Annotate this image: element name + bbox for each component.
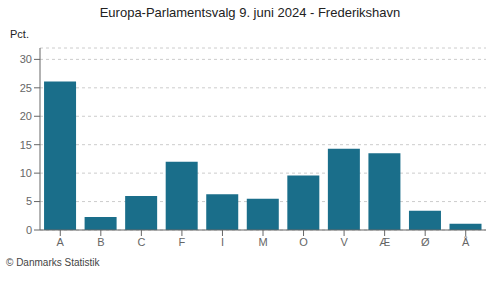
svg-text:15: 15: [20, 139, 32, 151]
svg-text:30: 30: [20, 53, 32, 65]
svg-text:B: B: [97, 236, 104, 248]
svg-text:F: F: [179, 236, 186, 248]
svg-text:V: V: [340, 236, 348, 248]
svg-text:Ø: Ø: [421, 236, 430, 248]
svg-text:C: C: [137, 236, 145, 248]
html-text:Pct.: Pct.: [10, 28, 29, 40]
svg-text:25: 25: [20, 82, 32, 94]
svg-text:Æ: Æ: [379, 236, 390, 248]
svg-text:I: I: [221, 236, 224, 248]
svg-text:10: 10: [20, 167, 32, 179]
svg-text:5: 5: [26, 195, 32, 207]
svg-text:A: A: [57, 236, 65, 248]
svg-text:M: M: [258, 236, 267, 248]
svg-text:O: O: [299, 236, 308, 248]
svg-text:0: 0: [26, 224, 32, 236]
svg-text:Å: Å: [462, 236, 470, 248]
html-text:Europa-Parlamentsvalg 9. juni: Europa-Parlamentsvalg 9. juni 2024 - Fre…: [99, 5, 401, 20]
html-text:© Danmarks Statistik: © Danmarks Statistik: [6, 257, 100, 268]
svg-text:20: 20: [20, 110, 32, 122]
